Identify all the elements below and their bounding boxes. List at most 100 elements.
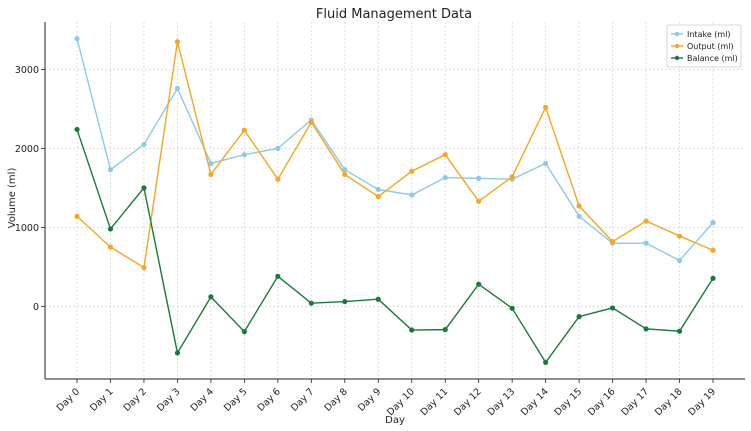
x-tick-labels: Day 0 Day 1 Day 2 Day 3 Day 4 Day 5 Day 6 Day 7…: [55, 386, 718, 418]
data-point: [509, 305, 515, 311]
y-tick-label: 1000: [15, 223, 39, 234]
data-point: [308, 119, 314, 125]
data-point: [609, 238, 616, 245]
data-point: [476, 281, 482, 287]
data-point: [676, 328, 683, 334]
data-point: [141, 265, 147, 271]
y-tick-labels: 0 1000 2000 3000: [15, 65, 39, 313]
x-tick-label: Day 11: [419, 386, 451, 418]
data-point: [576, 213, 582, 219]
data-point: [74, 126, 80, 133]
data-point: [409, 327, 415, 333]
legend-item: Balance (ml): [671, 54, 738, 63]
x-axis-label: Day: [385, 415, 405, 426]
series-line: [76, 38, 714, 262]
data-point: [710, 220, 716, 226]
y-axis-label: Volume (ml): [7, 168, 18, 229]
data-point: [342, 171, 348, 178]
data-point: [241, 152, 247, 158]
data-point: [174, 85, 181, 91]
data-point: [442, 327, 448, 333]
legend-box: [666, 24, 742, 68]
data-point: [208, 160, 214, 166]
data-point: [74, 213, 80, 219]
data-point: [442, 174, 448, 181]
data-point: [710, 275, 716, 281]
data-point: [409, 192, 415, 198]
chart-title: Fluid Management Data: [316, 7, 472, 22]
x-tick-label: Day 2: [122, 386, 149, 413]
data-point: [308, 300, 314, 306]
data-point: [275, 273, 281, 279]
data-point: [643, 326, 649, 332]
x-tick-label: Day 3: [155, 386, 182, 413]
data-point: [643, 240, 649, 246]
data-point: [643, 218, 649, 224]
data-point: [509, 174, 515, 180]
legend-item: Intake (ml): [671, 30, 731, 39]
x-tick-label: Day 17: [619, 386, 651, 418]
legend: Intake (ml) Output (ml) Balance (ml): [666, 24, 742, 68]
legend-swatch-marker: [674, 43, 680, 49]
data-point: [576, 314, 582, 320]
data-point: [107, 226, 114, 232]
x-tick-label: Day 14: [519, 386, 551, 418]
x-tick-label: Day 9: [356, 386, 383, 413]
series-line: [76, 129, 714, 364]
series-line: [76, 41, 714, 269]
data-point: [208, 294, 214, 300]
series-output-ml: [74, 39, 716, 271]
axes: [41, 22, 745, 383]
data-point: [74, 35, 80, 42]
data-point: [543, 359, 549, 366]
data-point: [442, 152, 448, 158]
x-tick-label: Day 1: [88, 386, 115, 413]
legend-label: Output (ml): [687, 42, 734, 51]
x-tick-label: Day 5: [222, 386, 249, 413]
data-point: [676, 257, 683, 264]
series-balance-ml: [74, 126, 716, 366]
data-point: [342, 167, 348, 173]
x-tick-label: Day 12: [452, 386, 484, 418]
y-tick-label: 3000: [15, 65, 39, 76]
data-point: [543, 160, 549, 166]
data-point: [375, 296, 381, 302]
data-point: [141, 141, 147, 148]
data-point: [375, 186, 381, 193]
data-point: [476, 198, 482, 204]
x-tick-label: Day 16: [586, 386, 618, 418]
data-point: [409, 168, 415, 174]
data-point: [576, 203, 582, 209]
data-point: [342, 298, 348, 305]
data-point: [107, 167, 114, 173]
legend-swatch-marker: [674, 31, 680, 37]
legend-label: Balance (ml): [687, 54, 738, 63]
data-point: [476, 175, 482, 181]
data-point: [275, 176, 281, 182]
legend-label: Intake (ml): [687, 30, 731, 39]
x-tick-label: Day 19: [686, 386, 718, 418]
x-tick-label: Day 0: [55, 386, 82, 413]
data-point: [375, 193, 381, 200]
data-point: [241, 329, 247, 335]
data-point: [676, 233, 683, 239]
data-point: [141, 185, 147, 191]
y-tick-label: 0: [33, 302, 39, 313]
legend-item: Output (ml): [671, 42, 734, 51]
x-tick-label: Day 10: [385, 386, 417, 418]
data-point: [543, 104, 549, 110]
legend-swatch-marker: [674, 55, 680, 61]
x-tick-label: Day 15: [552, 386, 584, 418]
data-point: [609, 305, 616, 311]
x-tick-label: Day 18: [653, 386, 685, 418]
data-point: [241, 127, 247, 133]
series-intake-ml: [74, 35, 716, 264]
y-tick-label: 2000: [15, 144, 39, 155]
data-point: [208, 171, 214, 178]
x-tick-label: Day 13: [486, 386, 518, 418]
x-tick-label: Day 4: [189, 386, 216, 413]
data-point: [107, 244, 114, 250]
data-point: [275, 145, 281, 151]
